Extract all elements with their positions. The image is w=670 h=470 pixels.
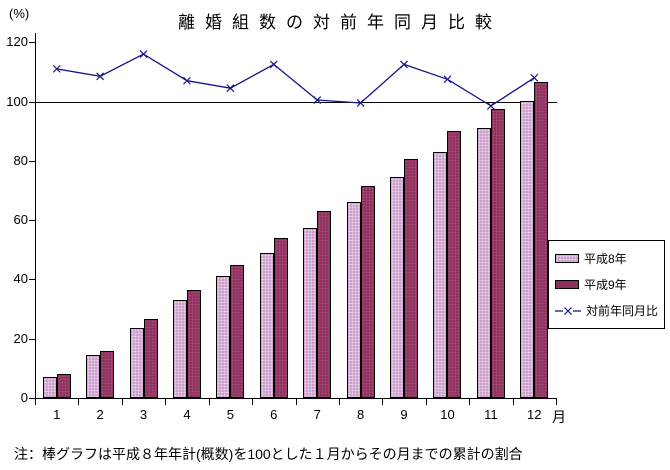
x-tick-label-6: 6	[270, 407, 278, 422]
bar-heisei9-month-9	[404, 159, 419, 398]
x-axis-unit-label: 月	[552, 409, 566, 425]
y-tick-label-0: 0	[20, 390, 28, 405]
x-tick-label-7: 7	[313, 407, 321, 422]
x-tick-label-5: 5	[226, 407, 234, 422]
bar-heisei9-month-3	[143, 319, 158, 398]
y-tick-0	[29, 398, 35, 399]
x-tick-6	[295, 399, 297, 405]
chart-title: 離婚組数の対前年同月比較	[178, 13, 502, 32]
bar-heisei8-month-4	[172, 300, 187, 398]
bar-heisei9-month-2	[100, 351, 115, 398]
bar-heisei9-month-11	[490, 109, 505, 398]
x-marker-month-4	[183, 76, 191, 85]
x-tick-3	[165, 399, 167, 405]
x-tick-10	[469, 399, 471, 405]
y-tick-80	[29, 160, 35, 162]
bar-heisei8-month-5	[216, 276, 231, 398]
y-axis-line	[35, 33, 36, 404]
x-axis-line	[35, 398, 557, 399]
bar-heisei8-month-1	[42, 377, 57, 398]
x-tick-9	[425, 399, 427, 405]
legend-item-heisei8: 平成8年	[555, 250, 661, 267]
y-tick-label-40: 40	[13, 271, 28, 287]
bar-heisei8-month-11	[476, 128, 491, 398]
y-tick-20	[29, 338, 35, 340]
y-axis-unit-label: (%)	[9, 6, 30, 21]
bar-heisei9-month-4	[186, 290, 201, 398]
y-tick-100	[29, 101, 35, 103]
yoy-ratio-line	[56, 53, 535, 107]
x-marker-month-10	[443, 75, 452, 84]
x-tick-label-12: 12	[527, 407, 542, 422]
y-tick-label-100: 100	[6, 93, 28, 109]
bar-heisei9-month-12	[534, 82, 549, 398]
x-tick-5	[252, 399, 254, 405]
bar-heisei8-month-6	[259, 253, 274, 398]
x-tick-label-1: 1	[53, 407, 61, 422]
x-marker-month-3	[139, 50, 148, 58]
bar-heisei9-month-1	[56, 374, 71, 398]
x-tick-7	[338, 399, 340, 405]
y-tick-label-120: 120	[6, 34, 28, 50]
x-tick-label-2: 2	[96, 407, 104, 422]
bar-heisei9-month-7	[317, 211, 332, 398]
y-tick-60	[29, 220, 35, 222]
x-marker-month-12	[530, 73, 539, 82]
x-tick-label-9: 9	[400, 407, 408, 422]
bar-heisei8-month-9	[390, 177, 405, 398]
x-marker-month-1	[52, 64, 61, 73]
x-tick-label-3: 3	[139, 407, 148, 422]
x-tick-label-8: 8	[357, 407, 365, 422]
x-tick-4	[208, 399, 210, 405]
heisei8-bar-swatch-icon	[555, 253, 579, 263]
x-tick-label-11: 11	[484, 407, 498, 422]
heisei9-bar-swatch-icon	[555, 279, 579, 289]
bar-heisei9-month-10	[447, 131, 462, 398]
x-tick-2	[121, 399, 123, 405]
legend-label-heisei8: 平成8年	[584, 251, 627, 266]
x-marker-month-6	[269, 60, 278, 69]
bar-heisei8-month-8	[346, 202, 361, 398]
y-tick-120	[29, 42, 35, 44]
bar-heisei9-month-8	[360, 186, 375, 398]
line-marker-swatch-icon	[555, 306, 581, 316]
bar-heisei9-month-6	[273, 238, 288, 398]
x-tick-1	[78, 399, 80, 405]
x-tick-label-10: 10	[440, 407, 455, 422]
bar-heisei8-month-10	[433, 152, 448, 398]
legend: 平成8年 平成9年 対前年同月比	[548, 240, 665, 329]
bar-heisei8-month-3	[129, 328, 144, 398]
x-tick-11	[512, 399, 514, 405]
legend-label-heisei9: 平成9年	[584, 277, 627, 292]
x-marker-month-9	[400, 60, 408, 69]
x-tick-8	[382, 399, 384, 405]
bar-heisei8-month-2	[86, 355, 101, 398]
x-marker-month-5	[226, 84, 235, 93]
x-marker-month-2	[96, 72, 105, 81]
reference-line-100	[35, 101, 557, 103]
bar-heisei8-month-7	[303, 228, 318, 398]
bar-heisei9-month-5	[230, 265, 245, 398]
y-tick-label-20: 20	[13, 330, 28, 346]
legend-item-heisei9: 平成9年	[555, 276, 661, 293]
x-tick-label-4: 4	[183, 407, 191, 422]
bar-heisei8-month-12	[520, 101, 535, 398]
y-tick-label-60: 60	[13, 212, 28, 228]
footnote: 注：棒グラフは平成８年年計(概数)を100とした１月からその月までの累計の割合	[14, 446, 523, 462]
y-tick-label-80: 80	[13, 152, 28, 168]
x-tick-12	[556, 399, 557, 405]
legend-item-yoy-line: 対前年同月比	[555, 302, 661, 319]
legend-label-yoy: 対前年同月比	[586, 304, 659, 319]
x-tick-0	[35, 399, 36, 405]
y-tick-40	[29, 279, 35, 281]
